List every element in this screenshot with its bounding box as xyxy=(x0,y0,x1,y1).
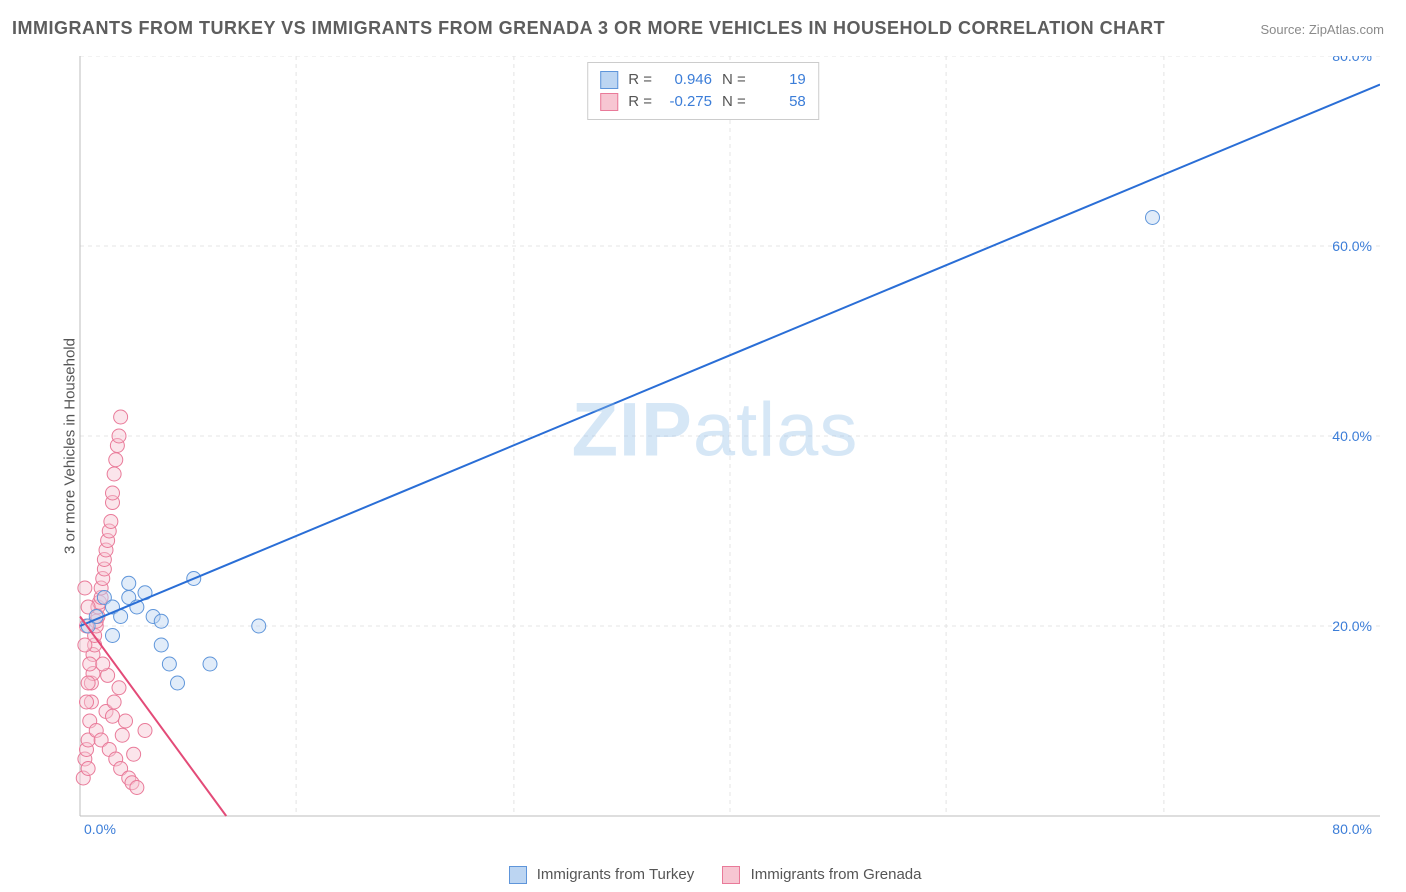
series-legend: Immigrants from Turkey Immigrants from G… xyxy=(0,866,1406,884)
legend-label-turkey: Immigrants from Turkey xyxy=(537,866,695,883)
r-label: R = xyxy=(628,69,652,91)
svg-text:60.0%: 60.0% xyxy=(1332,238,1372,254)
svg-text:40.0%: 40.0% xyxy=(1332,428,1372,444)
y-axis-label: 3 or more Vehicles in Household xyxy=(62,338,79,554)
chart-title: IMMIGRANTS FROM TURKEY VS IMMIGRANTS FRO… xyxy=(12,18,1165,39)
svg-text:0.0%: 0.0% xyxy=(84,821,116,836)
swatch-grenada xyxy=(722,866,740,884)
correlation-legend: R = 0.946 N = 19 R = -0.275 N = 58 xyxy=(587,62,819,120)
legend-row-turkey: R = 0.946 N = 19 xyxy=(600,69,806,91)
scatter-chart: 20.0% 40.0% 60.0% 80.0% 0.0% 80.0% xyxy=(50,56,1380,836)
n-label: N = xyxy=(722,91,746,113)
n-value-grenada: 58 xyxy=(756,91,806,113)
swatch-grenada xyxy=(600,93,618,111)
legend-label-grenada: Immigrants from Grenada xyxy=(751,866,922,883)
svg-text:80.0%: 80.0% xyxy=(1332,821,1372,836)
n-value-turkey: 19 xyxy=(756,69,806,91)
chart-container: 3 or more Vehicles in Household 20.0% 40.… xyxy=(50,56,1380,836)
r-value-turkey: 0.946 xyxy=(662,69,712,91)
svg-text:20.0%: 20.0% xyxy=(1332,618,1372,634)
swatch-turkey xyxy=(600,71,618,89)
r-value-grenada: -0.275 xyxy=(662,91,712,113)
r-label: R = xyxy=(628,91,652,113)
svg-text:80.0%: 80.0% xyxy=(1332,56,1372,64)
n-label: N = xyxy=(722,69,746,91)
legend-row-grenada: R = -0.275 N = 58 xyxy=(600,91,806,113)
swatch-turkey xyxy=(509,866,527,884)
source-attribution: Source: ZipAtlas.com xyxy=(1260,22,1384,37)
